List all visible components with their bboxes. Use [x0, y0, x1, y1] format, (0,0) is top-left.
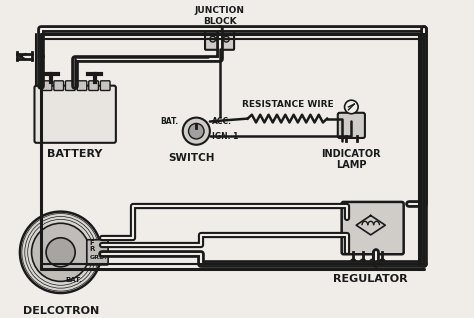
Circle shape: [38, 54, 44, 59]
FancyBboxPatch shape: [87, 240, 108, 265]
Circle shape: [46, 238, 75, 267]
FancyBboxPatch shape: [42, 81, 52, 91]
FancyBboxPatch shape: [77, 81, 87, 91]
Circle shape: [370, 259, 375, 265]
Text: REGULATOR: REGULATOR: [333, 273, 408, 284]
Text: RESISTANCE WIRE: RESISTANCE WIRE: [242, 100, 333, 109]
Circle shape: [217, 36, 222, 42]
Text: JUNCTION
BLOCK: JUNCTION BLOCK: [194, 6, 245, 25]
FancyBboxPatch shape: [342, 202, 404, 254]
FancyBboxPatch shape: [65, 81, 75, 91]
Text: F: F: [90, 240, 94, 245]
Text: INDICATOR
LAMP: INDICATOR LAMP: [321, 149, 381, 170]
Circle shape: [421, 261, 427, 267]
Text: BAT.: BAT.: [161, 117, 179, 126]
Circle shape: [380, 259, 385, 265]
Circle shape: [183, 118, 210, 145]
FancyBboxPatch shape: [35, 86, 116, 143]
FancyBboxPatch shape: [205, 29, 234, 50]
Text: BATTERY: BATTERY: [47, 149, 103, 159]
Circle shape: [223, 36, 229, 42]
Circle shape: [345, 100, 358, 114]
FancyBboxPatch shape: [100, 81, 110, 91]
Circle shape: [217, 54, 222, 59]
Text: SWITCH: SWITCH: [168, 153, 215, 162]
Text: DELCOTRON: DELCOTRON: [22, 306, 99, 316]
Circle shape: [32, 223, 90, 281]
Circle shape: [189, 123, 204, 139]
FancyBboxPatch shape: [89, 81, 99, 91]
Circle shape: [210, 36, 216, 42]
Circle shape: [360, 259, 366, 265]
Text: ACC.: ACC.: [212, 117, 232, 126]
Circle shape: [350, 259, 356, 265]
Text: BAT.: BAT.: [66, 277, 82, 283]
FancyBboxPatch shape: [54, 81, 64, 91]
FancyBboxPatch shape: [338, 113, 365, 138]
Text: GRD.: GRD.: [90, 255, 107, 260]
Circle shape: [20, 211, 101, 293]
Text: R: R: [90, 246, 95, 252]
Text: IGN. 1: IGN. 1: [212, 132, 238, 141]
